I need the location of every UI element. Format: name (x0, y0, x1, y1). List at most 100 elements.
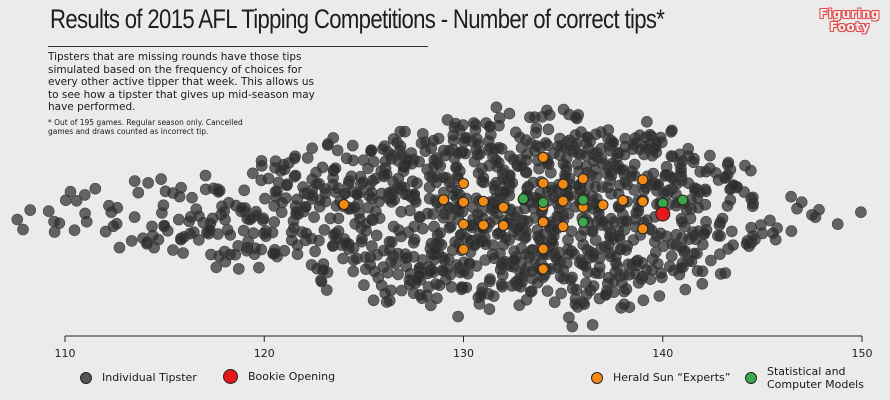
individual-tipster-dot (709, 167, 722, 179)
individual-tipster-dot (764, 214, 776, 227)
individual-tipster-dot (746, 200, 759, 212)
legend-label-bookie: Bookie Opening (248, 370, 336, 383)
individual-tipster-dot (785, 225, 798, 237)
individual-tipster-dot (351, 188, 363, 201)
individual-tipster-dot (301, 152, 314, 164)
individual-tipster-dot (347, 242, 360, 254)
logo-line-2: Footy (829, 20, 870, 34)
individual-tipster-dot (24, 204, 37, 216)
herald-sun-expert-dot (617, 194, 629, 206)
individual-tipster-dot (452, 310, 464, 323)
individual-tipster-dot (541, 285, 554, 297)
individual-tipster-dot (653, 290, 666, 302)
individual-tipster-dot (493, 112, 506, 124)
individual-tipster-dot (250, 209, 263, 222)
herald-sun-expert-dot (537, 216, 549, 228)
herald-sun-expert-dot (458, 196, 469, 208)
individual-tipster-dot (615, 163, 628, 176)
individual-tipster-dot (159, 185, 172, 198)
individual-tipster-dot (651, 257, 664, 270)
herald-sun-expert-dot (537, 151, 549, 163)
individual-tipster-dot (281, 179, 293, 192)
individual-tipster-dot (474, 290, 487, 302)
herald-sun-expert-dot (477, 195, 489, 207)
individual-tipster-dot (487, 290, 500, 302)
legend-item-individual: Individual Tipster (80, 371, 197, 384)
individual-tipster-dot (357, 154, 370, 166)
individual-tipster-dot (291, 239, 304, 251)
individual-tipster-dot (484, 273, 496, 286)
herald-sun-expert-dot (458, 218, 469, 230)
herald-sun-expert-dot (537, 263, 549, 275)
individual-tipster-dot (531, 276, 544, 289)
individual-tipster-dot (503, 107, 516, 120)
individual-tipster-dot (224, 229, 236, 241)
individual-tipster-dot (288, 152, 301, 165)
statistical-model-dot (517, 193, 529, 205)
individual-tipster-dot (210, 261, 223, 274)
individual-tipster-dot (472, 138, 484, 150)
individual-tipster-dot (651, 179, 664, 191)
individual-tipster-dot (688, 152, 700, 165)
individual-tipster-dot (700, 165, 712, 178)
x-tick-label: 130 (453, 347, 474, 360)
individual-tipster-dot (229, 248, 242, 261)
individual-tipster-dot (596, 215, 609, 228)
individual-tipster-dot (488, 252, 500, 265)
individual-tipster-dot (548, 296, 561, 309)
individual-tipster-dot (331, 144, 344, 157)
individual-tipster-dot (670, 178, 683, 190)
individual-tipster-dot (394, 125, 407, 138)
individual-tipster-dot (528, 111, 541, 123)
individual-tipster-dot (219, 255, 232, 268)
individual-tipster-dot (705, 254, 717, 267)
individual-tipster-dot (385, 236, 398, 248)
individual-tipster-dot (719, 267, 732, 279)
individual-tipster-dot (142, 177, 154, 189)
statistical-model-dot (537, 197, 549, 208)
legend-label-models: Statistical and Computer Models (767, 365, 864, 391)
individual-tipster-dot (167, 244, 179, 256)
individual-tipster-dot (516, 160, 528, 173)
individual-tipster-dot (613, 232, 626, 244)
individual-tipster-dot (595, 126, 608, 138)
individual-tipster-dot (528, 253, 541, 266)
individual-tipster-dot (587, 155, 600, 167)
individual-tipster-dot (379, 287, 392, 300)
individual-tipster-dot (569, 111, 582, 123)
individual-tipster-dot (416, 128, 429, 140)
individual-tipster-dot (696, 238, 709, 251)
statistical-model-dot (677, 194, 689, 206)
individual-tipster-dot (346, 139, 359, 152)
individual-tipster-dot (128, 175, 141, 187)
herald-sun-expert-dot (338, 199, 350, 210)
individual-tipster-dot (437, 211, 450, 224)
individual-tipster-dot (628, 184, 640, 196)
individual-tipster-dot (744, 164, 757, 177)
individual-tipster-dot (452, 147, 465, 159)
individual-tipster-dot (327, 172, 339, 184)
individual-tipster-dot (308, 211, 320, 223)
individual-tipster-dot (454, 229, 467, 241)
individual-tipster-dot (177, 247, 189, 259)
individual-tipster-dot (570, 137, 583, 150)
individual-tipster-dot (313, 234, 325, 247)
individual-tipster-dot (437, 265, 450, 277)
individual-tipster-dot (696, 277, 709, 290)
individual-tipster-dot (716, 212, 729, 225)
individual-tipster-dot (314, 194, 326, 206)
individual-tipster-dot (589, 267, 602, 279)
individual-tipster-dot (348, 201, 361, 214)
x-axis: 110 120 130 140 150 (55, 335, 873, 360)
individual-tipster-dot (650, 146, 663, 159)
individual-tipster-dot (627, 234, 640, 246)
individual-tipster-dot (300, 227, 313, 240)
individual-tipster-dot (590, 171, 602, 183)
individual-tipster-dot (275, 206, 288, 219)
individual-tipster-dot (607, 286, 620, 298)
legend-swatch-bookie (223, 369, 238, 384)
individual-tipster-dot (618, 148, 631, 161)
individual-tipster-dot (620, 244, 632, 256)
highlighted-dots (338, 151, 689, 275)
individual-tipster-dot (173, 190, 186, 203)
